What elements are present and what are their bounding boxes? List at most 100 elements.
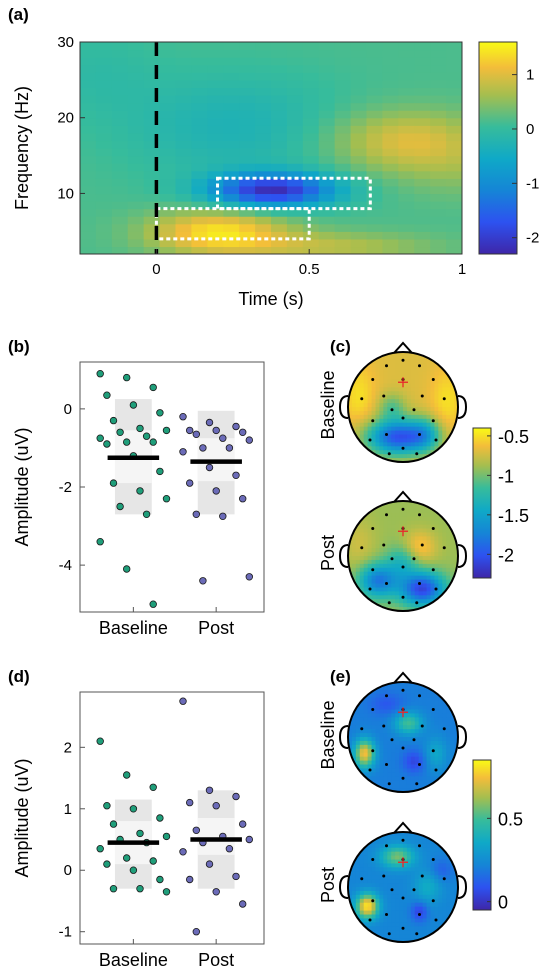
topomap-cell — [383, 851, 388, 857]
tf-cell — [334, 72, 352, 81]
topomap-cell — [367, 914, 373, 919]
topomap-cell — [399, 713, 404, 718]
topomap-cell — [446, 418, 451, 424]
topomap-cell — [371, 595, 376, 600]
topomap-cell — [391, 512, 396, 518]
topomap-cell — [379, 371, 384, 377]
topomap-cell — [438, 418, 443, 424]
topomap-cell — [430, 914, 435, 919]
topomap-cell — [387, 540, 392, 545]
topomap-cell — [375, 780, 380, 785]
topomap-cell — [375, 426, 380, 432]
topomap-cell — [446, 516, 451, 522]
topomap-cell — [367, 705, 373, 710]
topomap-cell — [406, 367, 412, 373]
tf-cell — [80, 87, 97, 96]
topomap-cell — [355, 367, 361, 373]
tf-cell — [302, 216, 320, 225]
topomap-cell — [391, 559, 396, 565]
topomap-cell — [418, 898, 424, 904]
topomap-cell — [414, 689, 420, 695]
topomap-cell — [446, 713, 451, 718]
data-point-b — [199, 444, 207, 452]
topomap-cell — [426, 788, 431, 792]
tf-cell — [191, 95, 208, 104]
topomap-cell — [379, 701, 384, 707]
topomap-cell — [406, 407, 412, 412]
topomap-cell — [430, 540, 435, 545]
topomap-cell — [371, 426, 376, 432]
topomap-cell — [355, 863, 361, 868]
topomap-cell — [410, 559, 416, 565]
topomap-cell — [426, 879, 431, 884]
topomap-cell — [367, 399, 373, 404]
topomap-cell — [403, 544, 408, 549]
topomap-cell — [438, 403, 443, 408]
electrode-marker — [385, 364, 388, 368]
topomap-cell — [450, 906, 455, 912]
topomap-cell — [351, 871, 357, 876]
topomap-cell — [450, 737, 455, 742]
topomap-cell — [446, 528, 451, 533]
topomap-cell — [395, 890, 400, 896]
topomap-cell — [387, 875, 392, 880]
topomap-cell — [403, 839, 408, 845]
topomap-cell — [406, 855, 412, 860]
topomap-cell — [403, 512, 408, 518]
tf-cell — [446, 163, 462, 172]
topomap-cell — [359, 375, 365, 380]
topomap-cell — [406, 422, 412, 428]
electrode-marker — [368, 587, 372, 591]
tf-y-axis-label: Frequency (Hz) — [12, 86, 32, 210]
nose-marker — [393, 341, 413, 354]
tf-cell — [430, 148, 447, 157]
topomap-cell — [359, 851, 365, 857]
topomap-cell — [442, 863, 447, 868]
topomap-cell — [391, 883, 396, 888]
tf-cell — [143, 49, 161, 58]
topomap-cell — [371, 902, 376, 908]
topomap-cell — [414, 563, 420, 569]
tf-cell — [159, 148, 177, 157]
tf-cell — [255, 57, 272, 66]
tf-cell — [127, 95, 145, 104]
topomap-cell — [351, 875, 357, 880]
topomap-cell — [367, 520, 373, 526]
topomap-cell — [426, 552, 431, 557]
topomap-cell — [379, 764, 384, 769]
tf-cell — [255, 170, 272, 179]
topomap-cell — [395, 379, 400, 384]
topomap-cell — [422, 450, 428, 455]
topomap-cell — [438, 575, 443, 581]
tf-cell — [366, 95, 384, 104]
topomap-cell — [383, 922, 388, 927]
topomap-cell — [351, 410, 357, 416]
topomap-cell — [430, 910, 435, 915]
topomap-cell — [442, 363, 447, 369]
tf-cell — [350, 79, 368, 89]
topomap-cell — [450, 871, 455, 876]
tf-cell — [95, 72, 113, 81]
topomap-cell — [399, 721, 404, 726]
topomap-cell — [395, 563, 400, 569]
topomap-cell — [367, 379, 373, 384]
topomap-cell — [367, 575, 373, 581]
topomap-cell — [363, 910, 369, 915]
topomap-cell — [418, 418, 424, 424]
topomap-cell — [395, 906, 400, 912]
topomap-cell — [371, 571, 376, 577]
topomap-cell — [351, 713, 357, 718]
tf-cell — [207, 87, 224, 96]
electrode-marker — [431, 378, 435, 381]
topomap-cell — [406, 733, 412, 738]
plot-b-frame — [79, 361, 265, 613]
topomap-cell — [438, 583, 443, 588]
data-point-d — [205, 786, 214, 794]
topomap-cell — [430, 733, 435, 738]
topomap-cell — [414, 383, 420, 388]
topomap-cell — [414, 575, 420, 581]
topomap-cell — [379, 540, 384, 545]
tf-cell — [175, 64, 193, 73]
data-point-b — [205, 418, 214, 427]
topomap-cell — [418, 559, 424, 565]
